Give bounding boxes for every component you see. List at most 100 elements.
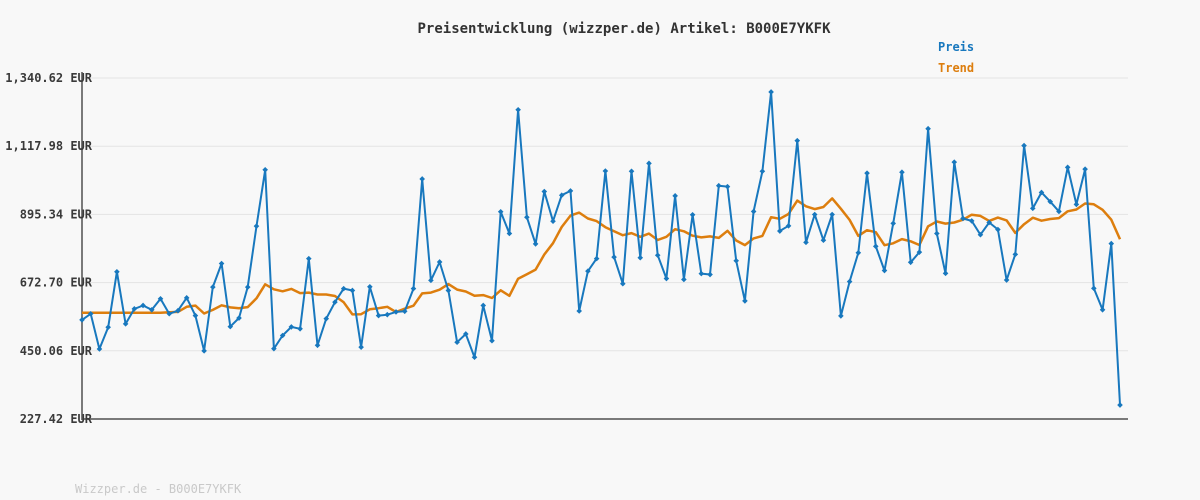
data-point-marker: [105, 324, 111, 331]
data-point-marker: [524, 214, 530, 221]
data-point-marker: [550, 218, 556, 225]
data-point-marker: [305, 255, 312, 262]
data-point-marker: [297, 325, 303, 332]
y-tick-label: 1,117.98 EUR: [5, 139, 92, 153]
data-point-marker: [532, 241, 539, 247]
data-point-marker: [960, 215, 966, 222]
data-point-marker: [497, 208, 504, 215]
data-point-marker: [672, 193, 678, 199]
data-point-marker: [1047, 198, 1054, 205]
data-point-marker: [611, 254, 617, 260]
data-point-marker: [183, 295, 190, 301]
y-tick-label: 227.42 EUR: [20, 412, 93, 426]
data-point-marker: [480, 302, 487, 309]
data-point-marker: [332, 299, 338, 305]
data-point-marker: [838, 313, 844, 319]
data-point-marker: [288, 324, 295, 330]
data-point-marker: [899, 169, 905, 176]
data-point-marker: [506, 230, 513, 237]
data-point-marker: [689, 212, 696, 218]
price-line: [81, 91, 1121, 406]
data-point-marker: [358, 344, 364, 350]
data-point-marker: [846, 278, 853, 285]
data-point-marker: [803, 239, 809, 246]
data-point-marker: [663, 275, 670, 282]
data-point-marker: [1108, 240, 1115, 247]
data-point-marker: [777, 228, 783, 234]
chart-title: Preisentwicklung (wizzper.de) Artikel: B…: [417, 21, 831, 37]
data-point-marker: [471, 354, 478, 361]
data-point-marker: [271, 345, 277, 352]
data-point-marker: [855, 249, 862, 256]
data-point-marker: [236, 315, 242, 321]
data-point-marker: [166, 310, 173, 317]
y-tick-label: 450.06 EUR: [20, 344, 93, 358]
data-point-marker: [227, 323, 234, 330]
data-point-marker: [79, 317, 85, 323]
data-point-marker: [445, 287, 452, 294]
data-point-marker: [628, 168, 635, 175]
data-point-marker: [1064, 164, 1071, 171]
data-point-marker: [934, 230, 940, 237]
data-point-marker: [890, 220, 897, 227]
data-point-marker: [576, 308, 582, 314]
data-point-marker: [881, 267, 888, 274]
data-point-marker: [244, 284, 251, 290]
data-point-marker: [820, 237, 827, 244]
data-point-marker: [986, 219, 992, 226]
y-tick-labels: 1,340.62 EUR 1,117.98 EUR 895.34 EUR 672.70…: [5, 71, 92, 426]
data-point-marker: [393, 309, 399, 315]
data-point-marker: [620, 280, 626, 287]
data-point-marker: [96, 346, 103, 352]
legend-preis-label: Preis: [938, 40, 974, 54]
data-point-marker: [907, 259, 914, 266]
data-point-marker: [977, 231, 984, 238]
data-point-marker: [733, 257, 740, 264]
data-point-marker: [558, 192, 565, 199]
data-point-marker: [1021, 142, 1027, 149]
data-point-marker: [829, 211, 835, 218]
legend-trend-label: Trend: [938, 61, 974, 75]
data-point-marker: [585, 268, 591, 274]
data-point-marker: [768, 89, 774, 95]
data-point-marker: [131, 306, 138, 312]
y-tick-label: 672.70 EUR: [20, 276, 93, 290]
data-point-marker: [262, 166, 268, 173]
data-point-marker: [968, 218, 975, 224]
data-point-marker: [489, 337, 495, 344]
data-point-marker: [872, 243, 879, 250]
price-series: [79, 89, 1123, 408]
data-point-marker: [602, 168, 609, 174]
data-point-marker: [951, 159, 958, 165]
data-point-marker: [419, 176, 425, 182]
data-point-marker: [681, 276, 687, 283]
data-point-marker: [401, 308, 408, 315]
data-point-marker: [384, 311, 391, 318]
data-point-marker: [654, 252, 661, 259]
data-point-marker: [122, 321, 129, 327]
data-point-marker: [157, 295, 164, 302]
data-point-marker: [742, 298, 748, 304]
data-point-marker: [210, 284, 216, 290]
data-point-marker: [1029, 205, 1036, 212]
data-point-marker: [541, 188, 548, 195]
data-point-marker: [454, 339, 460, 346]
data-point-marker: [724, 183, 731, 190]
data-point-marker: [201, 348, 207, 354]
data-point-marker: [1056, 208, 1062, 215]
data-point-marker: [192, 312, 199, 319]
data-point-marker: [462, 331, 469, 337]
data-point-marker: [218, 260, 225, 267]
data-point-marker: [637, 254, 644, 261]
data-point-marker: [323, 315, 330, 322]
data-point-marker: [367, 283, 373, 290]
data-point-marker: [794, 137, 801, 144]
data-point-marker: [340, 285, 347, 292]
data-point-marker: [375, 312, 382, 319]
data-point-marker: [140, 302, 146, 309]
data-point-marker: [646, 160, 652, 167]
data-point-marker: [1003, 277, 1010, 283]
